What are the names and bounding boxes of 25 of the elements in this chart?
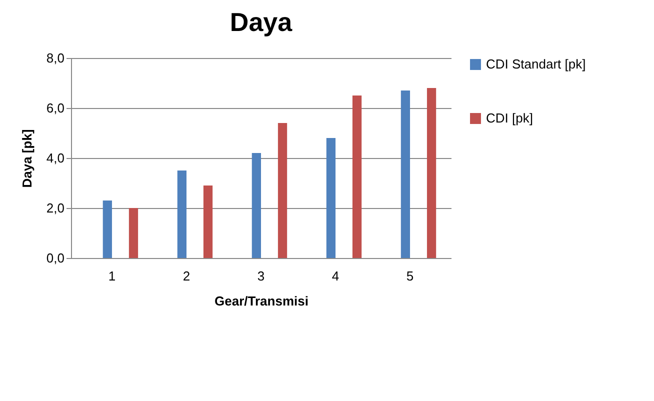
- bar: [102, 200, 112, 258]
- x-tick-label: 5: [406, 268, 414, 284]
- y-tick-label: 2,0: [46, 200, 64, 216]
- bar: [128, 208, 138, 258]
- chart-title: Daya: [230, 7, 293, 37]
- x-axis-title: Gear/Transmisi: [214, 294, 308, 308]
- y-axis-title: Daya [pk]: [19, 129, 34, 188]
- y-tick-label: 8,0: [46, 50, 64, 66]
- bar: [203, 186, 213, 258]
- legend-label: CDI [pk]: [486, 110, 533, 126]
- x-tick-label: 3: [257, 268, 265, 284]
- y-tick-label: 6,0: [46, 100, 64, 116]
- bar: [252, 153, 261, 258]
- bar: [400, 90, 410, 258]
- x-tick-label: 4: [332, 268, 340, 284]
- x-tick-label: 1: [108, 268, 116, 284]
- bar: [177, 170, 186, 258]
- y-tick-label: 4,0: [46, 150, 64, 166]
- bar: [426, 88, 436, 258]
- bar: [326, 138, 336, 258]
- y-tick-label: 0,0: [46, 250, 64, 266]
- x-tick-label: 2: [182, 268, 190, 284]
- legend-label: CDI Standart [pk]: [486, 56, 586, 72]
- bar: [278, 123, 288, 258]
- bar: [352, 96, 362, 258]
